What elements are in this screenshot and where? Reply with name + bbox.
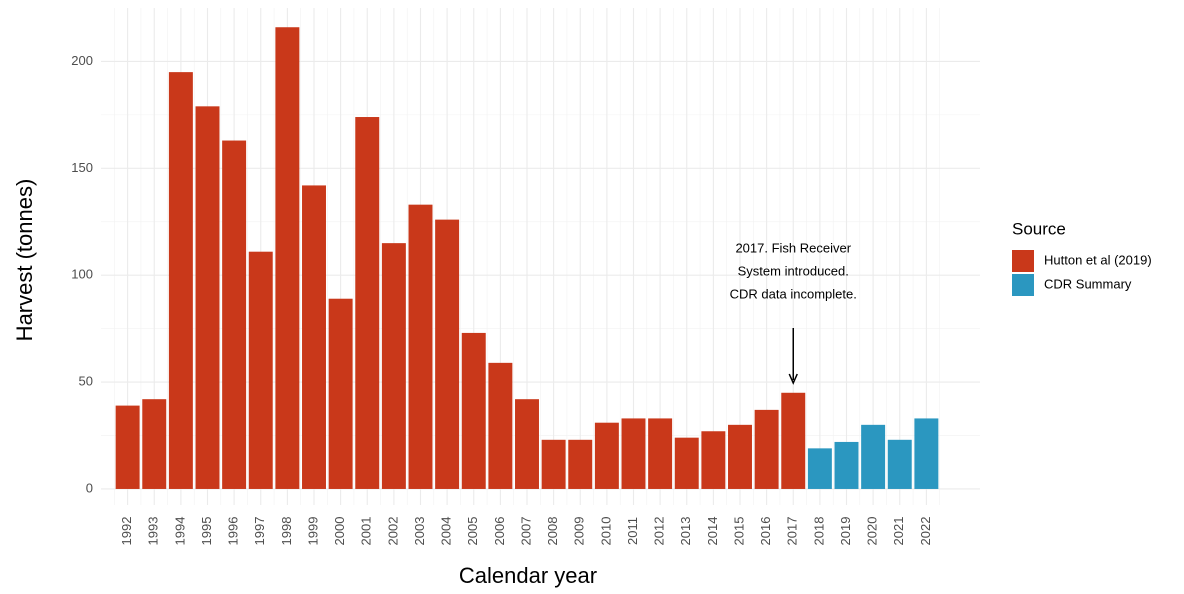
annotation-text: System introduced. [738,263,849,278]
x-tick-label: 1994 [172,517,187,546]
y-tick-label: 150 [71,160,93,175]
x-tick-label: 2020 [865,517,880,546]
y-tick-label: 50 [79,374,93,389]
y-axis-title: Harvest (tonnes) [12,179,37,342]
x-tick-label: 2004 [439,517,454,546]
bar [461,332,486,489]
bar [887,439,912,489]
x-tick-label: 2009 [572,517,587,546]
x-tick-label: 2006 [492,517,507,546]
x-tick-label: 2017 [785,517,800,546]
bar [168,72,193,489]
x-tick-label: 2001 [359,517,374,546]
bar [807,448,832,489]
annotation-arrowhead [788,373,798,385]
bar [328,298,353,489]
x-tick-label: 1997 [252,517,267,546]
bar [195,106,220,489]
bar [142,399,167,489]
x-axis-title: Calendar year [459,563,597,588]
x-tick-label: 1998 [279,517,294,546]
x-tick-label: 2003 [412,517,427,546]
x-tick-label: 2021 [891,517,906,546]
x-tick-label: 2018 [811,517,826,546]
x-tick-label: 2022 [918,517,933,546]
bar [408,204,433,489]
x-tick-label: 1996 [226,517,241,546]
bar [435,219,460,489]
y-tick-label: 200 [71,53,93,68]
y-tick-label: 100 [71,267,93,282]
x-tick-label: 2000 [332,517,347,546]
x-tick-label: 2011 [625,517,640,545]
annotation-text: 2017. Fish Receiver [735,240,851,255]
legend-swatch [1012,274,1034,296]
bar [648,418,673,489]
x-tick-label: 2016 [758,517,773,546]
legend-label: CDR Summary [1044,276,1132,291]
x-tick-label: 2013 [678,517,693,546]
bar [834,441,859,489]
bar [568,439,593,489]
legend-label: Hutton et al (2019) [1044,252,1152,267]
bar [115,405,140,489]
bar [248,251,273,489]
x-tick-label: 2007 [518,517,533,546]
bar [621,418,646,489]
x-tick-label: 2012 [652,517,667,546]
bar [674,437,699,489]
bar [381,243,406,489]
bar [754,409,779,489]
bar [222,140,247,489]
bar [488,362,513,489]
x-tick-label: 2002 [385,517,400,546]
x-tick-label: 2008 [545,517,560,546]
x-tick-label: 2019 [838,517,853,546]
legend-title: Source [1012,219,1066,238]
bar [781,392,806,489]
bar [355,117,380,489]
x-tick-label: 2010 [598,517,613,546]
bar [594,422,619,489]
x-tick-label: 1993 [146,517,161,546]
x-tick-label: 1995 [199,517,214,546]
x-tick-label: 1992 [119,517,134,546]
annotation-text: CDR data incomplete. [730,286,857,301]
x-tick-label: 2015 [731,517,746,546]
bar [861,424,886,489]
x-tick-label: 2014 [705,517,720,546]
x-tick-label: 1999 [305,517,320,546]
bar [701,431,726,489]
bar [728,424,752,489]
bar [541,439,566,489]
y-tick-label: 0 [86,480,93,495]
bar [302,185,326,489]
legend-swatch [1012,250,1034,272]
bar [914,418,939,489]
bar [515,399,539,489]
bar [275,27,300,489]
x-tick-label: 2005 [465,517,480,546]
